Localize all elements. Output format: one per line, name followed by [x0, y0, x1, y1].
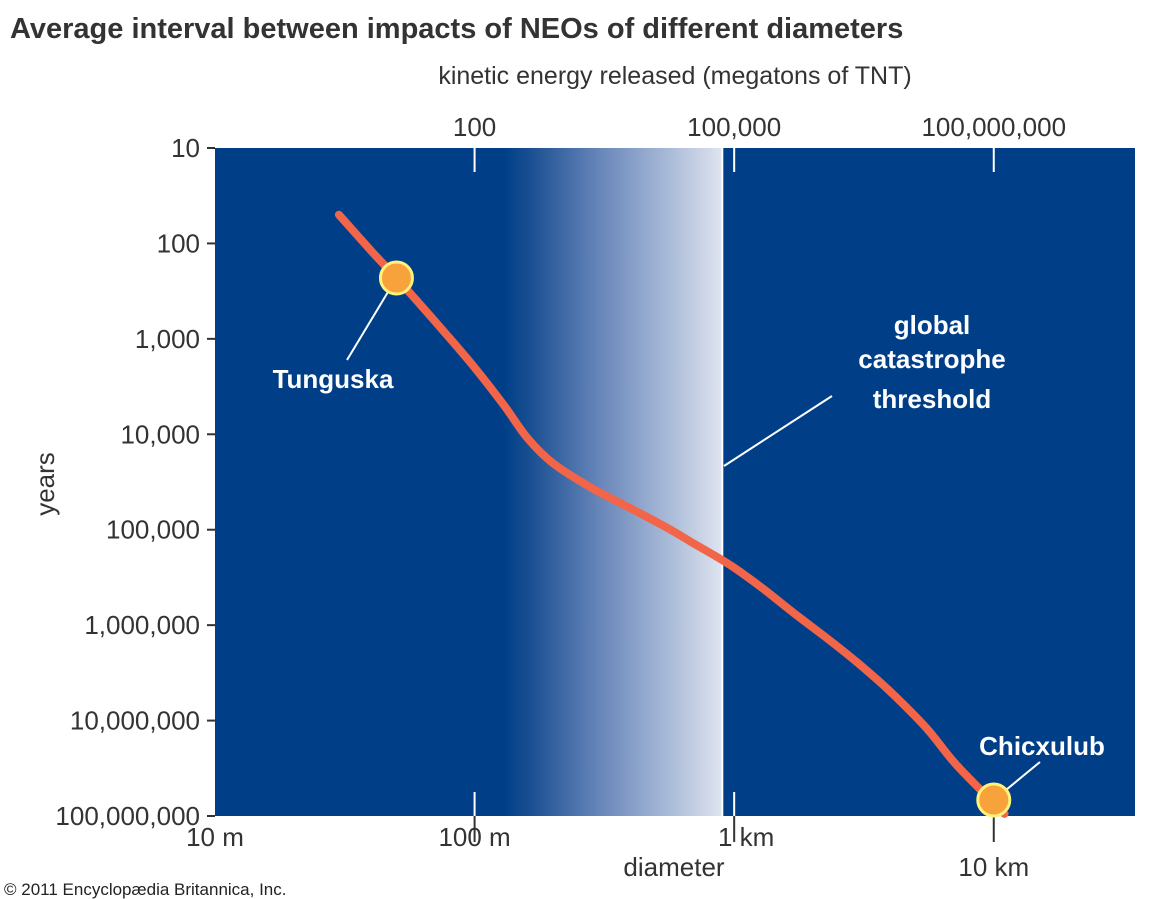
tunguska-label: Tunguska: [273, 364, 394, 394]
top-tick-label: 100: [453, 112, 496, 142]
y-tick-label: 10: [171, 133, 200, 163]
top-tick-label: 100,000,000: [921, 112, 1066, 142]
copyright-credit: © 2011 Encyclopædia Britannica, Inc.: [4, 880, 286, 899]
y-axis-label: years: [30, 452, 60, 516]
gradient-band: [504, 148, 723, 816]
y-tick-label: 100: [157, 228, 200, 258]
threshold-label-line2: catastrophe: [858, 344, 1005, 374]
bottom-tick-label: 10 m: [186, 822, 244, 852]
threshold-leader-line: [723, 395, 833, 467]
bottom-tick-label: 1 km: [718, 822, 774, 852]
y-axis-ticks: [207, 147, 215, 817]
bottom-tick-label: 10 km: [958, 852, 1029, 882]
chicxulub-label: Chicxulub: [979, 731, 1105, 761]
top-axis-ticks: 100 100,000 100,000,000: [453, 112, 1066, 172]
bottom-axis-ticks: 10 m 100 m 1 km 10 km: [186, 792, 1029, 882]
top-axis-label: kinetic energy released (megatons of TNT…: [438, 62, 911, 90]
y-tick-label: 10,000: [120, 419, 200, 449]
x-axis-label: diameter: [623, 852, 724, 882]
y-tick-label: 10,000,000: [70, 706, 200, 736]
bottom-tick-label: 100 m: [438, 822, 510, 852]
threshold-label-line1: global: [894, 310, 971, 340]
chicxulub-marker: [976, 782, 1012, 818]
threshold-label-line3: threshold: [873, 384, 991, 414]
y-tick-label: 1,000: [135, 324, 200, 354]
y-axis-tick-labels: 10 100 1,000 10,000 100,000 1,000,000 10,000,0…: [55, 133, 200, 831]
top-tick-label: 100,000: [687, 112, 781, 142]
impact-interval-curve: [334, 210, 1009, 818]
y-tick-label: 100,000: [106, 515, 200, 545]
tunguska-marker: [378, 260, 414, 296]
y-tick-label: 100,000,000: [55, 801, 200, 831]
chart-title: Average interval between impacts of NEOs…: [10, 13, 903, 45]
y-tick-label: 1,000,000: [84, 610, 200, 640]
